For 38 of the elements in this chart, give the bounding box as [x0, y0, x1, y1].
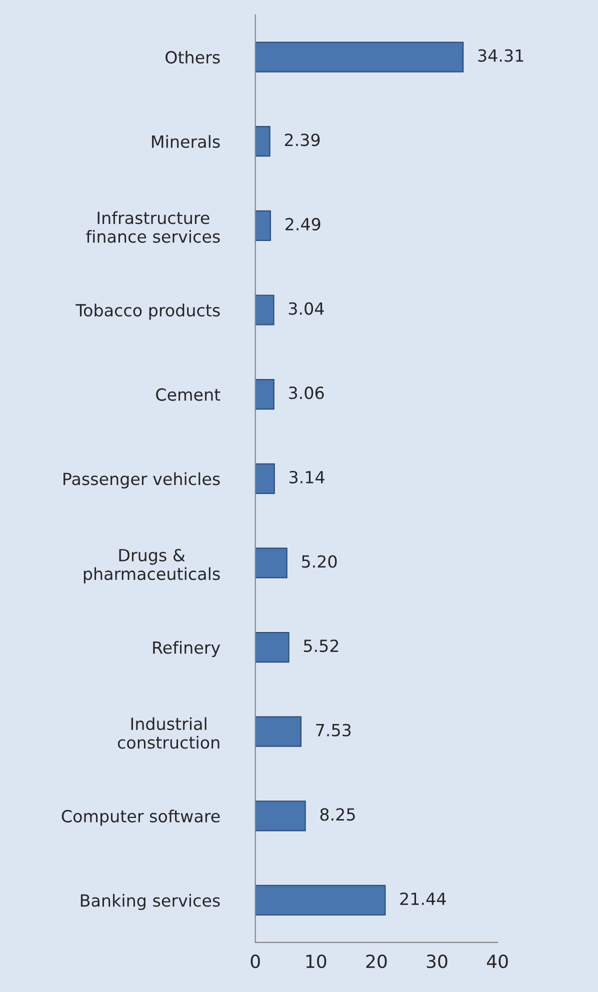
data-label: 7.53 [316, 724, 351, 736]
y-tick-label: Minerals [152, 135, 220, 148]
x-tick-label: 0 [250, 954, 260, 968]
x-tick-label: 10 [306, 954, 326, 968]
y-tick-label: Passenger vehicles [64, 472, 220, 488]
bar [255, 42, 464, 72]
y-tick-label: Drugs & pharmaceuticals [84, 548, 220, 584]
bar [255, 800, 306, 832]
bar [255, 379, 274, 410]
bar [255, 294, 274, 326]
data-label: 3.14 [290, 470, 324, 484]
y-tick-label: Others [166, 50, 220, 64]
x-tick-label: 40 [486, 954, 508, 968]
y-tick-label: Cement [156, 388, 220, 401]
data-label: 5.20 [302, 555, 337, 568]
bar [255, 548, 288, 578]
y-tick-label: Infrastructure finance services [86, 211, 220, 243]
data-label: 3.06 [289, 386, 324, 400]
data-label: 8.25 [320, 808, 355, 821]
data-label: 5.52 [304, 640, 338, 652]
bar [255, 126, 270, 157]
bar [255, 884, 386, 916]
bar [255, 463, 275, 494]
data-label: 2.39 [284, 134, 320, 146]
data-label: 2.49 [286, 218, 320, 231]
data-label: 3.04 [288, 302, 324, 315]
y-tick-label: Industrial construction [118, 717, 220, 749]
y-tick-label: Tobacco products [76, 304, 220, 320]
bar [255, 716, 302, 747]
data-label: 21.44 [400, 892, 446, 905]
y-tick-label: Computer software [62, 810, 220, 826]
bar [255, 632, 290, 663]
y-tick-label: Refinery [153, 640, 220, 658]
x-tick-label: 30 [426, 954, 448, 968]
y-tick-label: Banking services [80, 894, 220, 910]
x-tick-label: 20 [366, 954, 387, 968]
data-label: 34.31 [478, 49, 524, 62]
bar [255, 210, 271, 241]
